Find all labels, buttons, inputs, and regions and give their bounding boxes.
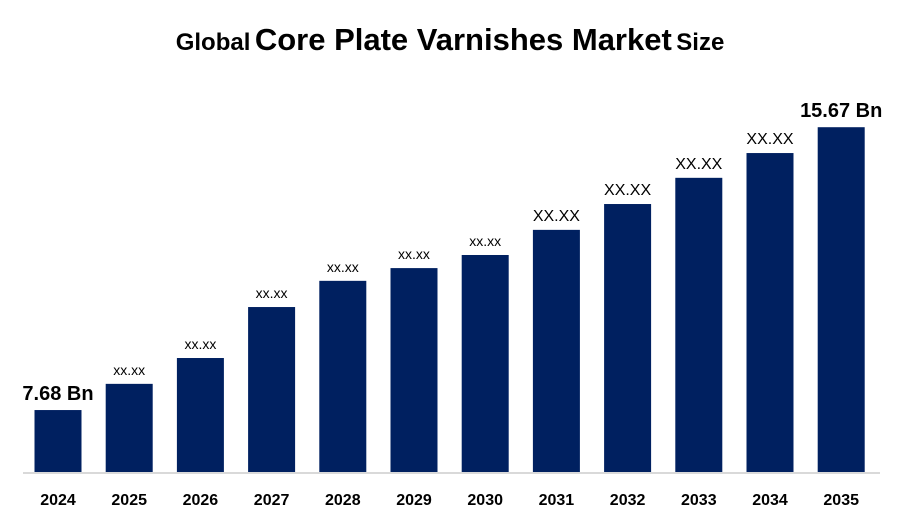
data-label-2035: 15.67 Bn xyxy=(800,100,882,122)
data-label-2030: xx.xx xyxy=(469,233,501,249)
data-label-2029: xx.xx xyxy=(398,246,430,262)
bar-2029 xyxy=(390,268,438,472)
data-label-2031: XX.XX xyxy=(533,208,580,225)
data-label-2027: xx.xx xyxy=(256,285,288,301)
x-tick-2035: 2035 xyxy=(823,492,859,509)
bar-2027 xyxy=(248,307,296,472)
bar-2033 xyxy=(675,177,723,473)
x-tick-2033: 2033 xyxy=(681,492,717,509)
x-tick-2030: 2030 xyxy=(467,492,503,509)
bar-2024 xyxy=(34,410,82,472)
data-label-2026: xx.xx xyxy=(184,336,216,352)
x-tick-2028: 2028 xyxy=(325,492,361,509)
bar-2025 xyxy=(105,383,153,472)
x-tick-2026: 2026 xyxy=(183,492,219,509)
bar-2034 xyxy=(746,153,794,472)
bar-2031 xyxy=(532,229,580,472)
data-label-2024: 7.68 Bn xyxy=(22,383,93,405)
bar-2032 xyxy=(604,204,652,472)
bar-2035 xyxy=(817,127,865,472)
bar-2030 xyxy=(461,254,509,472)
data-label-2033: XX.XX xyxy=(675,156,722,173)
data-label-2032: XX.XX xyxy=(604,182,651,199)
title-main: Core Plate Varnishes Market xyxy=(254,22,672,57)
data-label-2028: xx.xx xyxy=(327,259,359,275)
title-prefix: Global xyxy=(175,29,251,56)
bar-2026 xyxy=(176,358,224,472)
x-tick-2031: 2031 xyxy=(539,492,575,509)
data-label-2025: xx.xx xyxy=(113,362,145,378)
x-tick-2024: 2024 xyxy=(40,492,76,509)
x-tick-2027: 2027 xyxy=(254,492,290,509)
data-label-2034: XX.XX xyxy=(746,131,793,148)
x-tick-2025: 2025 xyxy=(111,492,147,509)
x-tick-2032: 2032 xyxy=(610,492,646,509)
x-tick-2029: 2029 xyxy=(396,492,432,509)
x-tick-2034: 2034 xyxy=(752,492,788,509)
bar-2028 xyxy=(319,280,367,472)
chart-title: Global Core Plate Varnishes Market Size xyxy=(0,22,900,58)
title-suffix: Size xyxy=(676,29,725,56)
